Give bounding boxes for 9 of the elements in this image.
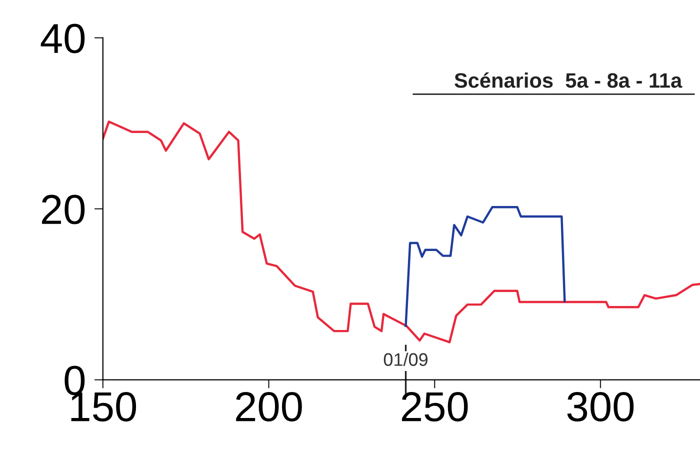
annotation: Scénarios 5a - 8a - 11a — [454, 72, 682, 88]
x-tick-label: 250 — [402, 392, 468, 422]
x-tick-label: 300 — [567, 392, 634, 422]
y-tick-label: 20 — [42, 194, 85, 224]
annotation: 01/09 — [384, 352, 428, 366]
line-series — [404, 206, 566, 328]
y-tick-label: 40 — [40, 24, 85, 54]
line-series — [102, 120, 700, 344]
x-tick-label: 200 — [236, 392, 302, 422]
